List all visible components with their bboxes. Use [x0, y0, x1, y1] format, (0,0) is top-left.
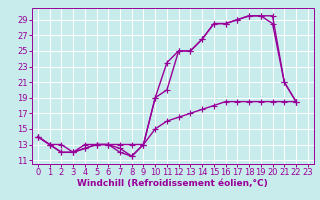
X-axis label: Windchill (Refroidissement éolien,°C): Windchill (Refroidissement éolien,°C) [77, 179, 268, 188]
